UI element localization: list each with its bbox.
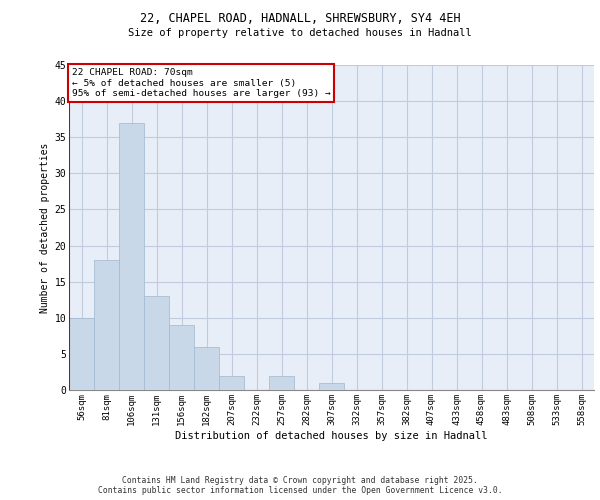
Bar (269, 376, 294, 390)
Bar (119, 123, 144, 390)
Y-axis label: Number of detached properties: Number of detached properties (40, 142, 50, 312)
Bar (169, 325, 194, 390)
Text: Size of property relative to detached houses in Hadnall: Size of property relative to detached ho… (128, 28, 472, 38)
X-axis label: Distribution of detached houses by size in Hadnall: Distribution of detached houses by size … (175, 430, 488, 440)
Bar (69, 318, 94, 390)
Bar (144, 296, 169, 390)
Bar (94, 260, 119, 390)
Bar (319, 383, 344, 390)
Text: 22 CHAPEL ROAD: 70sqm
← 5% of detached houses are smaller (5)
95% of semi-detach: 22 CHAPEL ROAD: 70sqm ← 5% of detached h… (71, 68, 331, 98)
Bar (194, 346, 219, 390)
Bar (219, 376, 244, 390)
Text: 22, CHAPEL ROAD, HADNALL, SHREWSBURY, SY4 4EH: 22, CHAPEL ROAD, HADNALL, SHREWSBURY, SY… (140, 12, 460, 26)
Text: Contains HM Land Registry data © Crown copyright and database right 2025.
Contai: Contains HM Land Registry data © Crown c… (98, 476, 502, 495)
